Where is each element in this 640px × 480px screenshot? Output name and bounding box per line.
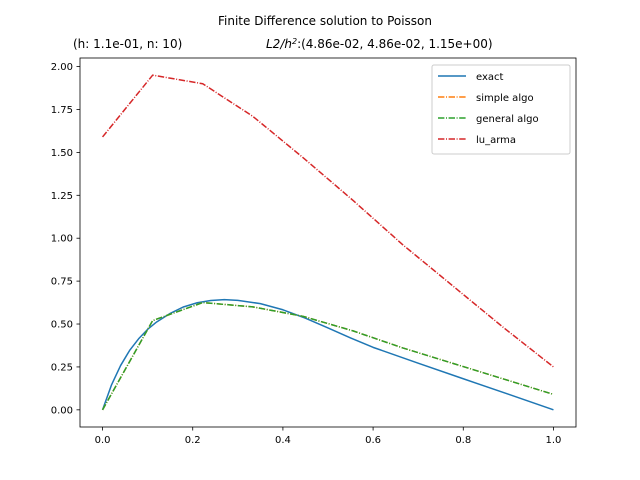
chart-subtitle-right: L2/h2:(4.86e-02, 4.86e-02, 1.15e+00) [266,37,493,52]
x-axis: 0.0 0.2 0.4 0.6 0.8 1.0 [95,427,562,446]
y-tick-label: 1.25 [51,191,73,202]
y-tick-label: 0.75 [51,277,73,288]
legend-items: exact simple algo general algo lu_arma [438,72,539,146]
legend-label: simple algo [476,93,534,104]
legend: exact simple algo general algo lu_arma [431,64,571,155]
y-tick-label: 1.50 [51,148,73,159]
axes-frame [79,57,577,428]
y-tick-label: 0.00 [51,405,73,416]
legend-box [431,64,571,155]
plot-area [79,57,577,428]
x-tick-label: 0.6 [365,435,381,446]
y-tick-label: 0.25 [51,362,73,373]
x-tick-label: 0.2 [185,435,201,446]
x-tick-label: 1.0 [546,435,562,446]
legend-label: lu_arma [476,135,516,146]
legend-label: general algo [476,114,539,125]
legend-label: exact [476,72,504,83]
y-tick-label: 1.00 [51,234,73,245]
y-tick-label: 1.75 [51,105,73,116]
chart-subtitle-left: (h: 1.1e-01, n: 10) [73,37,182,51]
subtitle-right-sup: 2 [292,37,297,46]
series-line-exact [101,298,554,411]
series-line-lu-arma [101,74,554,368]
subtitle-right-label: L2/h [266,37,292,51]
x-tick-label: 0.4 [275,435,291,446]
chart-title: Finite Difference solution to Poisson [218,14,432,28]
x-tick-label: 0.8 [455,435,471,446]
y-tick-label: 0.50 [51,320,73,331]
y-axis: 0.00 0.25 0.50 0.75 1.00 1.25 1.50 1.75 2.00 [51,62,80,416]
y-tick-label: 2.00 [51,62,73,73]
x-tick-label: 0.0 [95,435,111,446]
subtitle-right-values: :(4.86e-02, 4.86e-02, 1.15e+00) [297,37,493,51]
series-line-general-algo [101,301,554,411]
series-layer [101,74,554,411]
